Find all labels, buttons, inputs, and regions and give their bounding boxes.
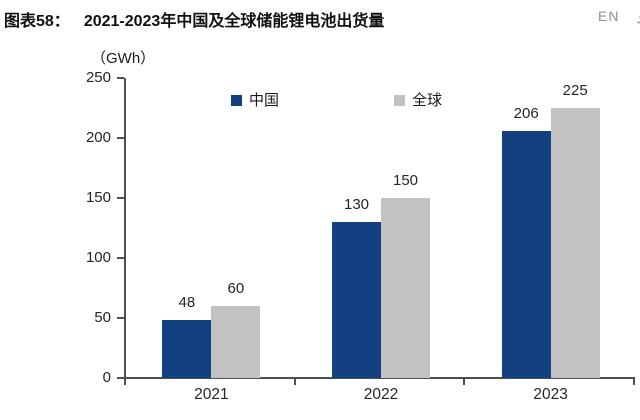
x-axis-label: 2023 xyxy=(533,386,568,403)
header: 图表58： 2021-2023年中国及全球储能锂电池出货量 EN xyxy=(4,7,640,31)
figure-label: 图表58： xyxy=(4,13,70,30)
bar-value-label: 130 xyxy=(343,196,370,213)
x-axis-label: 2021 xyxy=(194,386,229,403)
y-axis-tick xyxy=(117,197,124,199)
x-axis-tick xyxy=(633,377,635,385)
y-axis-unit-label: （GWh） xyxy=(91,50,156,67)
language-toggle-button[interactable]: EN xyxy=(598,8,620,24)
y-axis-line xyxy=(124,78,126,385)
y-axis-tick-label: 200 xyxy=(85,129,111,146)
bar-中国-2023 xyxy=(501,130,551,378)
page-title: 2021-2023年中国及全球储能锂电池出货量 xyxy=(83,13,385,30)
legend-swatch xyxy=(394,94,405,106)
bar-value-label: 48 xyxy=(178,294,196,312)
bar-value-label: 60 xyxy=(227,280,245,297)
x-axis-line xyxy=(124,377,634,379)
y-axis-tick xyxy=(117,377,124,379)
y-axis-tick xyxy=(117,137,124,139)
bar-中国-2022 xyxy=(332,222,381,378)
y-axis-tick xyxy=(117,77,124,79)
x-axis-tick xyxy=(463,377,466,385)
bar-全球-2022 xyxy=(381,198,430,378)
y-axis-tick-label: 50 xyxy=(94,309,111,326)
x-axis-label: 2022 xyxy=(363,386,399,403)
legend-label: 中国 xyxy=(249,91,280,109)
y-axis-tick xyxy=(117,257,124,259)
bar-全球-2021 xyxy=(211,306,261,378)
legend-item-全球: 全球 xyxy=(394,91,443,109)
y-axis-tick-label: 150 xyxy=(85,189,111,206)
bar-value-label: 206 xyxy=(513,104,539,122)
y-axis-tick-label: 0 xyxy=(102,369,111,386)
legend-label: 全球 xyxy=(412,91,443,109)
download-icon[interactable] xyxy=(635,10,640,26)
bar-中国-2021 xyxy=(162,320,212,378)
bar-全球-2023 xyxy=(550,108,600,378)
y-axis-tick xyxy=(117,317,124,319)
legend-item-中国: 中国 xyxy=(231,91,280,109)
bar-value-label: 150 xyxy=(392,172,419,189)
legend-swatch xyxy=(231,94,242,106)
y-axis-tick-label: 250 xyxy=(85,69,111,86)
bar-value-label: 225 xyxy=(562,82,588,99)
y-axis-tick-label: 100 xyxy=(85,249,111,266)
x-axis-tick xyxy=(293,377,296,385)
